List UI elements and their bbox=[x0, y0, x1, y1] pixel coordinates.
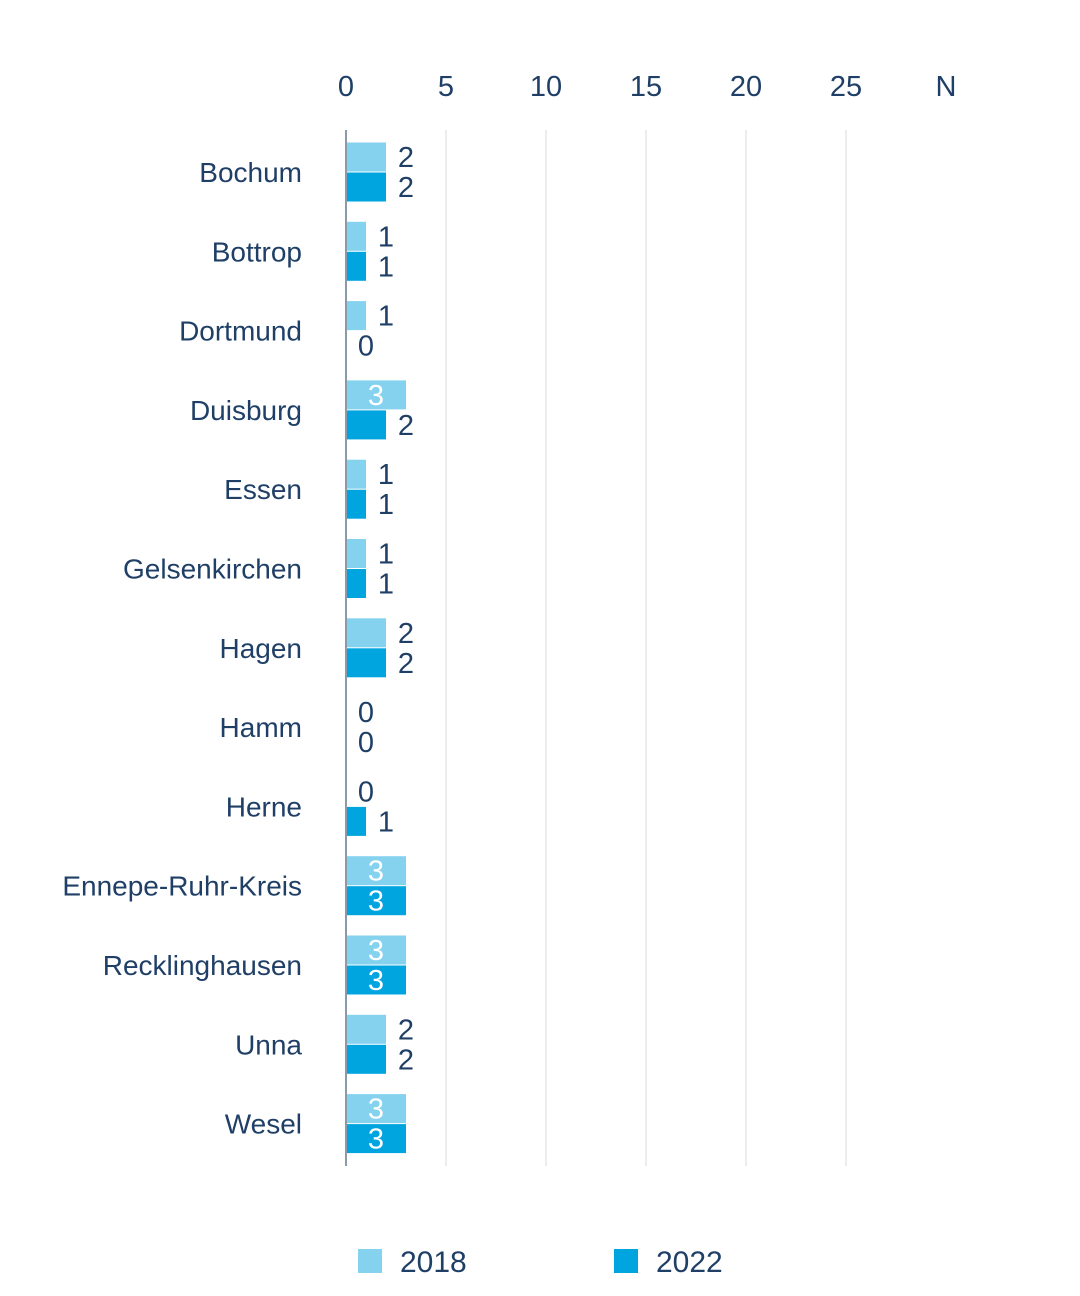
x-tick-label-10: 10 bbox=[530, 71, 562, 103]
value-label-2018: 0 bbox=[358, 776, 374, 808]
value-label-2018: 3 bbox=[368, 380, 384, 412]
legend-swatch-2018 bbox=[358, 1249, 382, 1273]
x-tick-label-5: 5 bbox=[438, 71, 454, 103]
value-label-2018: 1 bbox=[378, 221, 394, 253]
value-label-2018: 2 bbox=[398, 142, 414, 174]
legend-label-2018: 2018 bbox=[400, 1246, 467, 1279]
value-label-2018: 1 bbox=[378, 459, 394, 491]
value-label-2022: 2 bbox=[398, 410, 414, 442]
category-label: Bochum bbox=[199, 157, 302, 188]
value-label-2022: 1 bbox=[378, 251, 394, 283]
x-axis-unit-label: N bbox=[936, 71, 957, 103]
value-label-2022: 2 bbox=[398, 648, 414, 680]
bar-2022 bbox=[346, 569, 366, 598]
legend-label-2022: 2022 bbox=[656, 1246, 723, 1279]
value-label-2018: 1 bbox=[378, 301, 394, 333]
bar-2022 bbox=[346, 172, 386, 202]
value-label-2022: 2 bbox=[398, 172, 414, 204]
category-label: Gelsenkirchen bbox=[123, 554, 302, 585]
value-label-2022: 2 bbox=[398, 1044, 414, 1076]
bar-2018 bbox=[346, 1014, 386, 1044]
value-label-2022: 1 bbox=[378, 806, 394, 838]
bar-2018 bbox=[346, 539, 366, 568]
x-tick-label-20: 20 bbox=[730, 71, 762, 103]
bar-2018 bbox=[346, 301, 366, 331]
bar-2022 bbox=[346, 965, 406, 995]
bar-2018 bbox=[346, 618, 386, 648]
category-label: Unna bbox=[235, 1029, 302, 1060]
bar-2022 bbox=[346, 1044, 386, 1074]
value-label-2018: 3 bbox=[368, 856, 384, 888]
value-label-2018: 0 bbox=[358, 697, 374, 729]
value-label-2022: 3 bbox=[368, 1124, 384, 1156]
bar-2018 bbox=[346, 1094, 406, 1124]
category-label: Wesel bbox=[225, 1109, 302, 1140]
category-label: Essen bbox=[224, 474, 302, 505]
bar-2018 bbox=[346, 380, 406, 410]
x-tick-label-0: 0 bbox=[338, 71, 354, 103]
bar-2018 bbox=[346, 221, 366, 251]
bar-2022 bbox=[346, 489, 366, 519]
bar-2018 bbox=[346, 142, 386, 172]
category-labels: Bochum Bottrop Dortmund Duisburg Essen Gelsen… bbox=[62, 157, 302, 1140]
bar-2022 bbox=[346, 648, 386, 678]
value-label-2018: 3 bbox=[368, 935, 384, 967]
category-label: Hamm bbox=[220, 712, 302, 743]
x-tick-label-15: 15 bbox=[630, 71, 662, 103]
value-label-2018: 1 bbox=[378, 539, 394, 571]
x-tick-label-25: 25 bbox=[830, 71, 862, 103]
bar-2022 bbox=[346, 251, 366, 281]
value-label-2022: 1 bbox=[378, 569, 394, 601]
value-label-2018: 3 bbox=[368, 1094, 384, 1126]
category-label: Bottrop bbox=[212, 236, 302, 267]
bar-2018 bbox=[346, 935, 406, 965]
bar-2022 bbox=[346, 1124, 406, 1154]
bar-2022 bbox=[346, 410, 386, 440]
bar-2022 bbox=[346, 806, 366, 836]
value-label-2018: 2 bbox=[398, 1014, 414, 1046]
legend: 2018 2022 bbox=[358, 1246, 723, 1279]
value-label-2022: 3 bbox=[368, 965, 384, 997]
value-label-2022: 1 bbox=[378, 489, 394, 521]
category-label: Hagen bbox=[219, 633, 302, 664]
x-axis-ticks: 0 5 10 15 20 25 N bbox=[338, 71, 957, 103]
bar-2018 bbox=[346, 459, 366, 489]
legend-swatch-2022 bbox=[614, 1249, 638, 1273]
value-label-2022: 3 bbox=[368, 886, 384, 918]
category-label: Dortmund bbox=[179, 316, 302, 347]
grid-lines bbox=[445, 130, 847, 1166]
bar-2022 bbox=[346, 886, 406, 916]
value-label-2022: 0 bbox=[358, 727, 374, 759]
category-label: Duisburg bbox=[190, 395, 302, 426]
value-label-2018: 2 bbox=[398, 618, 414, 650]
category-label: Herne bbox=[226, 791, 302, 822]
bars bbox=[346, 142, 406, 1154]
bar-2018 bbox=[346, 856, 406, 886]
category-label: Ennepe-Ruhr-Kreis bbox=[62, 871, 302, 902]
category-label: Recklinghausen bbox=[103, 950, 302, 981]
value-label-2022: 0 bbox=[358, 331, 374, 363]
